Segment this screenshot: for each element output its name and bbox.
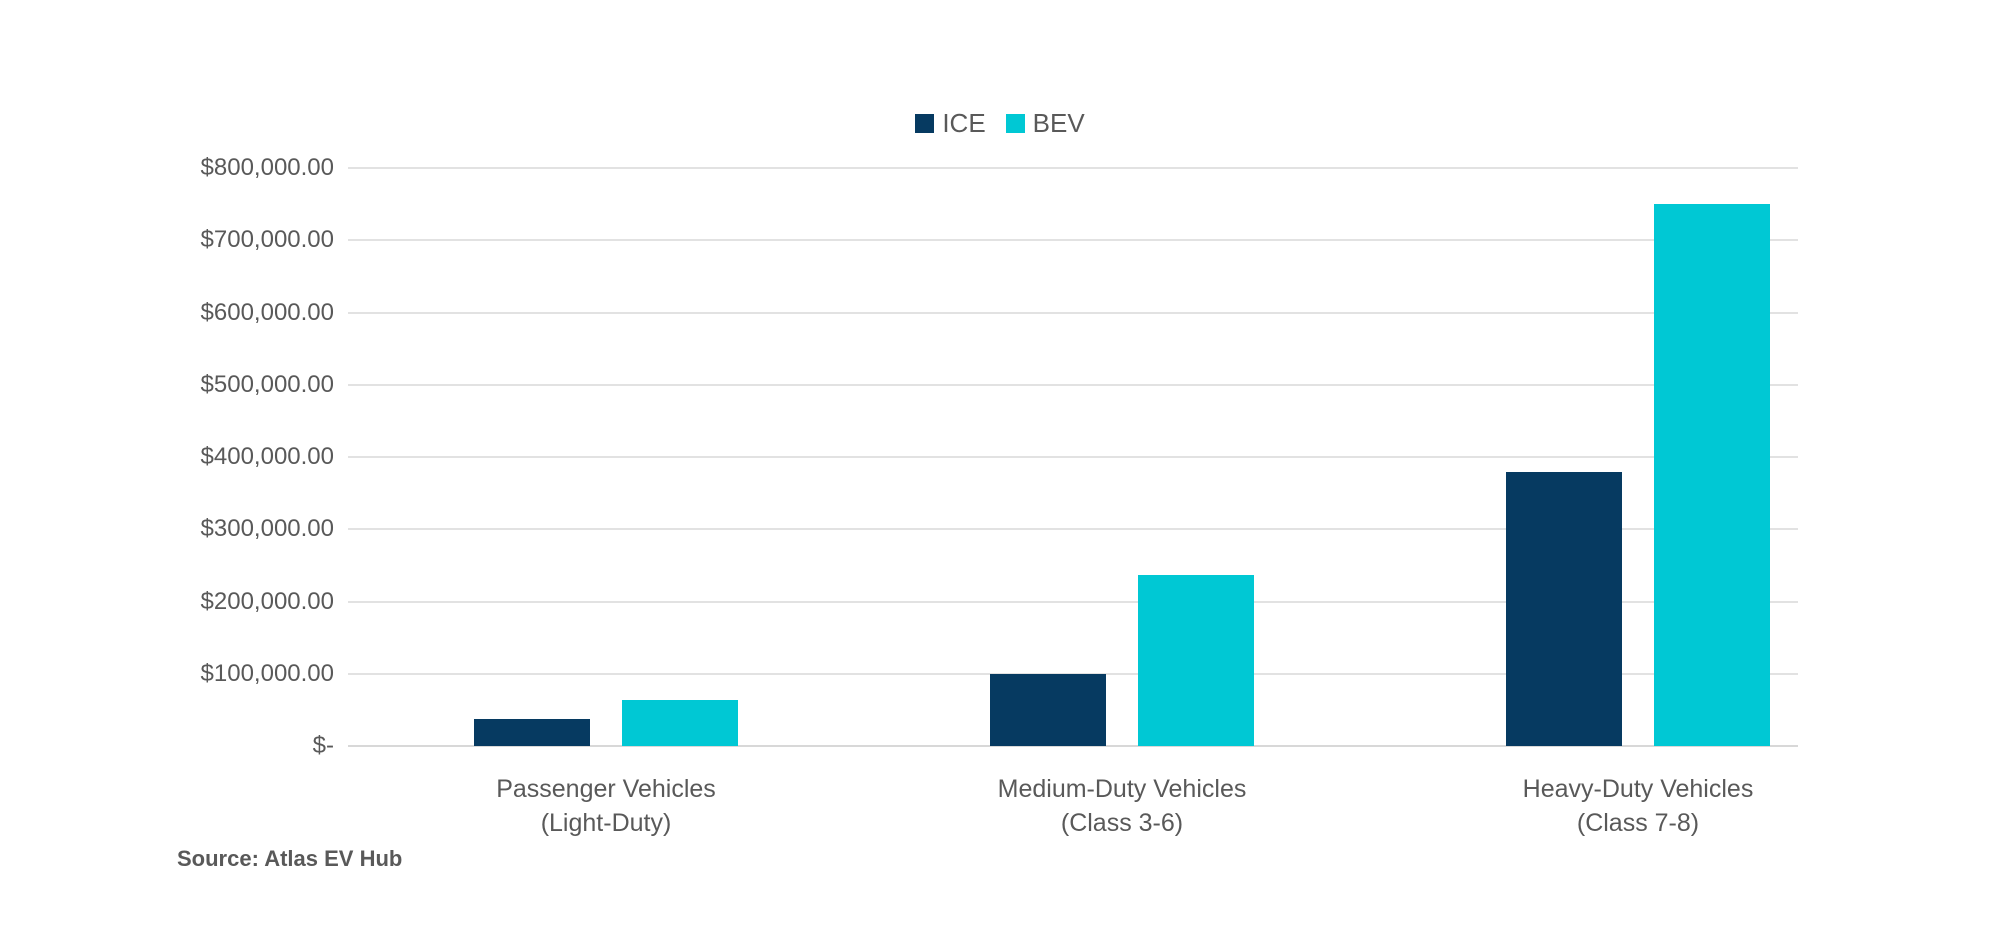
category-label-line1: Heavy-Duty Vehicles bbox=[1522, 775, 1754, 803]
category-label: Heavy-Duty Vehicles (Class 7-8) bbox=[1380, 772, 1896, 840]
bar-bev-2 bbox=[1138, 575, 1254, 746]
x-axis-line bbox=[348, 745, 1798, 747]
gridline bbox=[348, 456, 1798, 458]
category-label-line2: (Light-Duty) bbox=[540, 809, 672, 837]
gridline bbox=[348, 239, 1798, 241]
gridline bbox=[348, 601, 1798, 603]
legend-label-ice: ICE bbox=[942, 108, 986, 138]
y-axis-tick-label: $- bbox=[312, 732, 334, 759]
y-axis-tick-label: $600,000.00 bbox=[200, 299, 334, 326]
bar-ice-1 bbox=[474, 719, 590, 746]
y-axis-tick-label: $500,000.00 bbox=[200, 371, 334, 398]
legend-item-ice: ICE bbox=[915, 108, 986, 138]
legend-label-bev: BEV bbox=[1032, 108, 1085, 138]
legend-swatch-ice-icon bbox=[915, 113, 935, 133]
category-label: Passenger Vehicles (Light-Duty) bbox=[348, 772, 864, 840]
gridline bbox=[348, 312, 1798, 314]
gridline bbox=[348, 384, 1798, 386]
bar-ice-2 bbox=[990, 674, 1106, 746]
category-label-line1: Medium-Duty Vehicles bbox=[997, 775, 1247, 803]
bar-bev-1 bbox=[622, 700, 738, 746]
category-label-line2: (Class 3-6) bbox=[1060, 809, 1184, 837]
category-label-line2: (Class 7-8) bbox=[1576, 809, 1700, 837]
y-axis-tick-label: $100,000.00 bbox=[200, 660, 334, 687]
category-label-line1: Passenger Vehicles bbox=[496, 775, 716, 803]
gridline bbox=[348, 167, 1798, 169]
y-axis-tick-label: $200,000.00 bbox=[200, 588, 334, 615]
y-axis-tick-label: $400,000.00 bbox=[200, 443, 334, 470]
source-note: Source: Atlas EV Hub bbox=[177, 846, 403, 871]
bar-bev-3 bbox=[1654, 204, 1770, 746]
chart-legend: ICE BEV bbox=[0, 110, 2000, 136]
y-axis-tick-label: $700,000.00 bbox=[200, 226, 334, 253]
y-axis-tick-label: $800,000.00 bbox=[200, 154, 334, 181]
legend-item-bev: BEV bbox=[1005, 108, 1085, 138]
gridline bbox=[348, 528, 1798, 530]
bar-ice-3 bbox=[1506, 472, 1622, 746]
y-axis-tick-label: $300,000.00 bbox=[200, 515, 334, 542]
legend-swatch-bev-icon bbox=[1005, 113, 1025, 133]
category-label: Medium-Duty Vehicles (Class 3-6) bbox=[864, 772, 1380, 840]
